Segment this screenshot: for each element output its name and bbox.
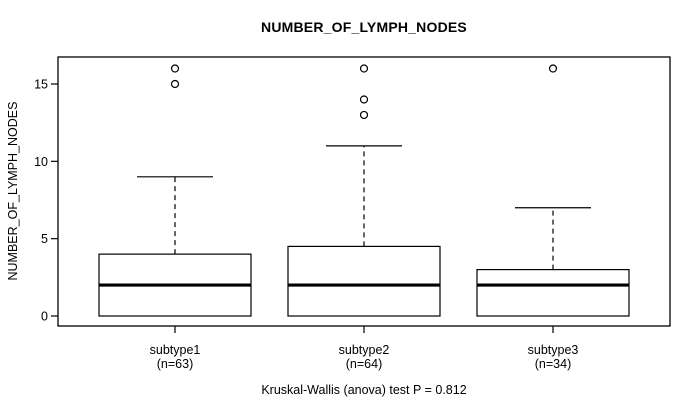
boxplot-group-subtype2: [287, 64, 441, 317]
outlier-point: [359, 64, 369, 73]
x-category-sublabel: (n=34): [535, 357, 571, 371]
outlier-point: [548, 64, 558, 73]
outlier-point: [170, 79, 180, 89]
iqr-box: [476, 269, 630, 317]
x-category-label: subtype1: [150, 343, 201, 357]
x-category-label: subtype2: [339, 343, 390, 357]
chart-title: NUMBER_OF_LYMPH_NODES: [261, 19, 467, 35]
x-category-sublabel: (n=64): [346, 357, 382, 371]
y-tick-label: 0: [41, 310, 48, 324]
y-tick-label: 10: [34, 155, 48, 169]
boxplot-group-subtype3: [476, 64, 630, 317]
boxplot-group-subtype1: [98, 64, 252, 317]
y-tick-label: 5: [41, 232, 48, 246]
x-category-label: subtype3: [528, 343, 579, 357]
outlier-point: [170, 64, 180, 73]
y-tick-label: 15: [34, 78, 48, 92]
kruskal-wallis-annotation: Kruskal-Wallis (anova) test P = 0.812: [261, 383, 467, 397]
outlier-point: [359, 95, 369, 104]
outlier-point: [359, 110, 369, 120]
x-category-sublabel: (n=63): [157, 357, 193, 371]
iqr-box: [287, 245, 441, 317]
